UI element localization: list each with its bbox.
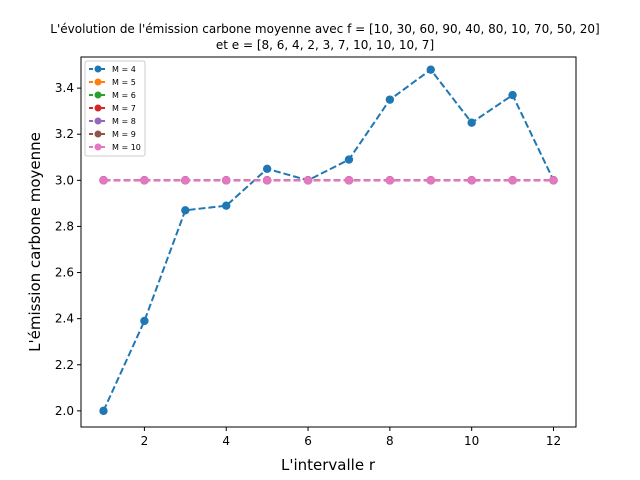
data-point xyxy=(140,176,149,185)
legend-label: M = 7 xyxy=(112,104,136,113)
data-point xyxy=(508,176,517,185)
data-point xyxy=(426,176,435,185)
legend: M = 4 M = 5 M = 6 M = 7 M = 8 M = 9 M = 10 xyxy=(84,60,146,157)
data-point xyxy=(99,406,108,416)
y-tick-label: 3.4 xyxy=(55,81,74,95)
x-tick-label: 2 xyxy=(141,434,149,448)
series-line-m4 xyxy=(102,68,555,412)
x-tick-label: 4 xyxy=(222,434,230,448)
data-point xyxy=(99,176,108,185)
y-tick-label: 2.0 xyxy=(55,404,74,418)
y-tick-label: 2.4 xyxy=(55,312,74,326)
y-axis-label: L'émission carbone moyenne xyxy=(26,132,44,352)
data-point xyxy=(467,118,476,127)
axis-ticks: 2 4 6 8 10 12 2.0 2.2 2.4 2.6 2.8 3.0 3.2 3.4 xyxy=(55,81,561,448)
y-tick-label: 3.0 xyxy=(55,173,74,187)
legend-marker xyxy=(94,104,102,112)
data-point xyxy=(222,201,231,210)
data-point xyxy=(467,176,476,185)
legend-label: M = 4 xyxy=(112,65,136,74)
x-tick-label: 12 xyxy=(546,434,561,448)
data-point xyxy=(344,155,354,164)
x-tick-label: 10 xyxy=(464,434,479,448)
data-point xyxy=(222,176,231,185)
chart-title: L'évolution de l'émission carbone moyenn… xyxy=(50,22,599,36)
data-point xyxy=(262,164,272,174)
axes-frame xyxy=(80,56,577,428)
data-point xyxy=(344,176,354,185)
legend-label: M = 6 xyxy=(112,91,136,100)
legend-marker xyxy=(94,78,102,86)
data-point xyxy=(426,65,435,74)
y-tick-label: 3.2 xyxy=(55,127,74,141)
x-axis-label: L'intervalle r xyxy=(281,456,376,474)
legend-marker xyxy=(94,117,102,125)
data-point xyxy=(549,176,558,185)
data-point xyxy=(303,176,313,185)
legend-marker xyxy=(94,130,102,138)
legend-marker xyxy=(94,65,102,73)
plot-area xyxy=(80,56,577,428)
data-point xyxy=(181,176,190,185)
y-tick-label: 2.6 xyxy=(55,266,74,280)
data-point xyxy=(262,176,272,185)
data-point xyxy=(385,176,395,185)
chart-subtitle: et e = [8, 6, 4, 2, 3, 7, 10, 10, 10, 7] xyxy=(216,38,434,52)
data-point xyxy=(140,316,149,326)
legend-label: M = 9 xyxy=(112,130,136,139)
legend-marker xyxy=(94,91,102,99)
y-tick-label: 2.8 xyxy=(55,219,74,233)
y-tick-label: 2.2 xyxy=(55,358,74,372)
data-point xyxy=(508,90,517,100)
x-tick-label: 8 xyxy=(386,434,394,448)
legend-marker xyxy=(94,143,102,151)
data-point xyxy=(385,95,395,104)
legend-label: M = 8 xyxy=(112,117,136,126)
legend-label: M = 5 xyxy=(112,78,136,87)
x-tick-label: 6 xyxy=(304,434,312,448)
data-point xyxy=(181,206,190,215)
legend-label: M = 10 xyxy=(112,143,141,152)
